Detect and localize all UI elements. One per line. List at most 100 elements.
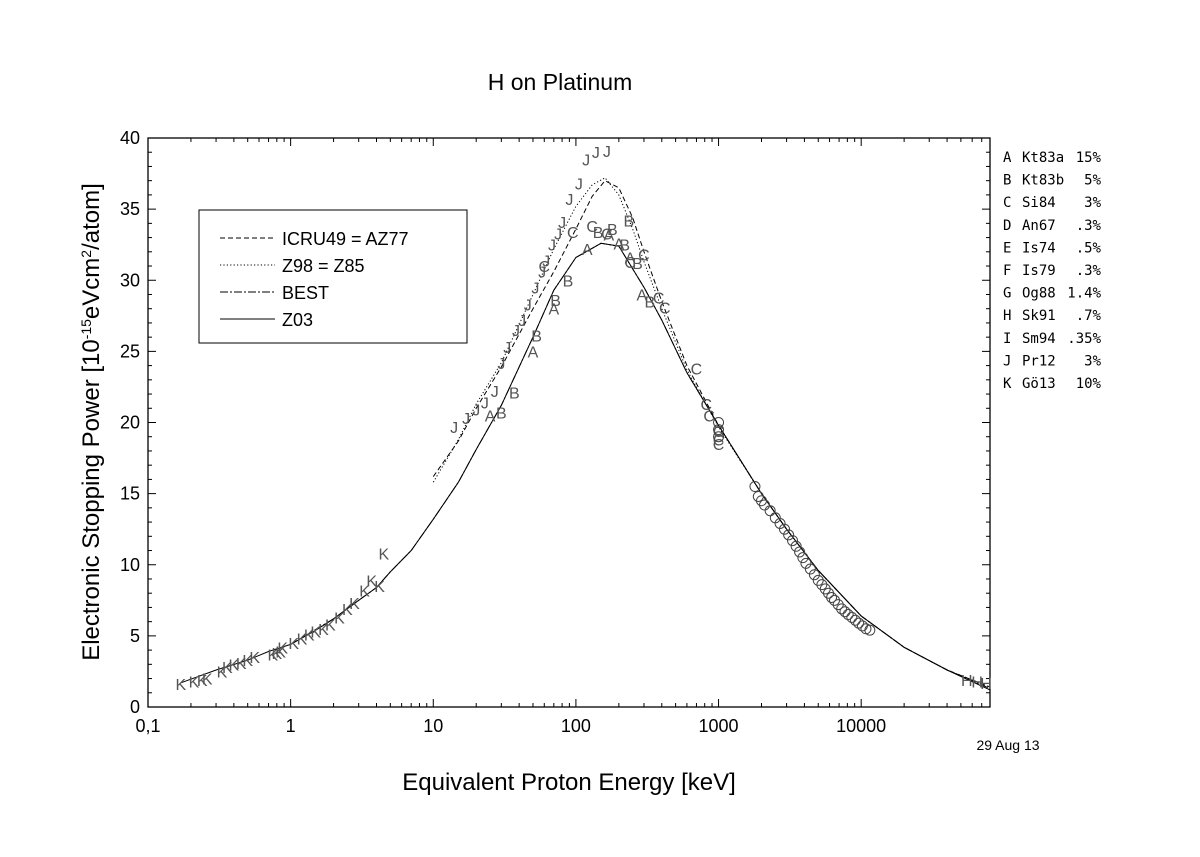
x-tick-label: 10000 [836, 716, 886, 736]
marker-B: B [619, 238, 630, 255]
ref-name: An67 [1022, 218, 1056, 234]
marker-K: K [366, 573, 377, 590]
y-axis-label-tail: /atom] [78, 183, 105, 250]
ref-error: .3% [1076, 263, 1102, 279]
marker-A: A [485, 408, 496, 425]
y-tick-label: 20 [120, 413, 140, 433]
marker-circle [759, 499, 771, 511]
ref-letter: H [1003, 308, 1011, 324]
legend-label: Z03 [282, 310, 313, 330]
marker-K: K [277, 640, 288, 657]
marker-circle [713, 431, 725, 443]
ref-letter: J [1003, 353, 1011, 369]
ref-name: Sm94 [1022, 331, 1056, 347]
marker-circle [836, 603, 848, 615]
marker-A: A [603, 228, 614, 245]
marker-J: J [603, 144, 611, 161]
marker-circle [797, 552, 809, 564]
marker-B: B [624, 214, 635, 231]
marker-C: C [567, 225, 579, 242]
marker-C: C [659, 300, 671, 317]
marker-K: K [229, 657, 240, 674]
marker-J: J [582, 152, 590, 169]
marker-K: K [189, 674, 200, 691]
ref-error: .35% [1067, 331, 1101, 347]
marker-C: C [713, 437, 725, 454]
marker-circle [779, 523, 791, 535]
reference-legend: A Kt83a 15% B Kt83b 5% C Si84 3% D An67 .3% E Is74 .5%… [1003, 150, 1102, 392]
chart-title: H on Platinum [488, 69, 632, 95]
marker-circle [839, 606, 851, 618]
marker-K: K [318, 622, 329, 639]
marker-K: K [275, 645, 286, 662]
ref-error: 15% [1076, 150, 1102, 166]
marker-J: J [450, 420, 458, 437]
x-tick-label: 1 [286, 716, 296, 736]
marker-C: C [691, 361, 703, 378]
marker-K: K [249, 650, 260, 667]
legend-label: ICRU49 = AZ77 [282, 229, 409, 249]
marker-H: H [980, 676, 992, 693]
y-tick-label: 40 [120, 128, 140, 148]
ref-error: .7% [1076, 308, 1102, 324]
x-tick-label: 0,1 [135, 716, 160, 736]
x-tick-label: 1000 [699, 716, 739, 736]
marker-J: J [531, 280, 539, 297]
marker-K: K [297, 632, 308, 649]
marker-K: K [310, 625, 321, 642]
marker-B: B [550, 293, 561, 310]
marker-K: K [374, 579, 385, 596]
marker-J: J [565, 192, 573, 209]
ref-error: 10% [1076, 376, 1102, 392]
marker-B: B [496, 406, 507, 423]
ref-letter: A [1003, 150, 1012, 166]
y-tick-label: 0 [130, 697, 140, 717]
marker-circle [713, 417, 725, 428]
marker-K: K [197, 673, 208, 690]
y-axis-label-part: Electronic Stopping Power [10 [78, 339, 105, 661]
marker-B: B [531, 329, 542, 346]
marker-K: K [334, 610, 345, 627]
marker-circle [853, 617, 865, 629]
marker-circle [713, 424, 725, 436]
curve-legend: ICRU49 = AZ77 Z98 = Z85 BEST Z03 [198, 209, 468, 344]
marker-J: J [481, 396, 489, 413]
marker-K: K [378, 546, 389, 563]
ref-name: Og88 [1022, 286, 1056, 302]
marker-circle [842, 609, 854, 621]
marker-circle [849, 614, 861, 626]
y-tick-label: 35 [120, 199, 140, 219]
ref-letter: K [1003, 376, 1012, 392]
marker-circle [829, 594, 841, 606]
marker-K: K [176, 677, 187, 694]
marker-circle [804, 563, 816, 575]
marker-C: C [601, 226, 613, 243]
legend-label: BEST [282, 283, 329, 303]
ref-letter: C [1003, 195, 1011, 211]
marker-C: C [653, 290, 665, 307]
marker-A: A [614, 236, 625, 253]
curve-z03 [180, 242, 990, 691]
marker-circle [787, 535, 799, 547]
ref-letter: E [1003, 240, 1011, 256]
marker-J: J [575, 177, 583, 194]
x-tick-label: 10 [423, 716, 443, 736]
marker-C: C [700, 397, 712, 414]
marker-K: K [236, 656, 247, 673]
marker-C: C [713, 433, 725, 450]
marker-circle [812, 574, 824, 586]
marker-K: K [359, 583, 370, 600]
marker-J: J [558, 215, 566, 232]
ref-name: Is79 [1022, 263, 1056, 279]
marker-circle [783, 529, 795, 541]
ref-error: 3% [1084, 195, 1101, 211]
ref-letter: D [1003, 218, 1011, 234]
y-tick-label: 15 [120, 484, 140, 504]
curve-icru49-az77 [432, 180, 990, 688]
marker-J: J [497, 356, 505, 373]
legend-box [198, 209, 468, 344]
marker-C: C [624, 255, 636, 272]
marker-K: K [222, 660, 233, 677]
